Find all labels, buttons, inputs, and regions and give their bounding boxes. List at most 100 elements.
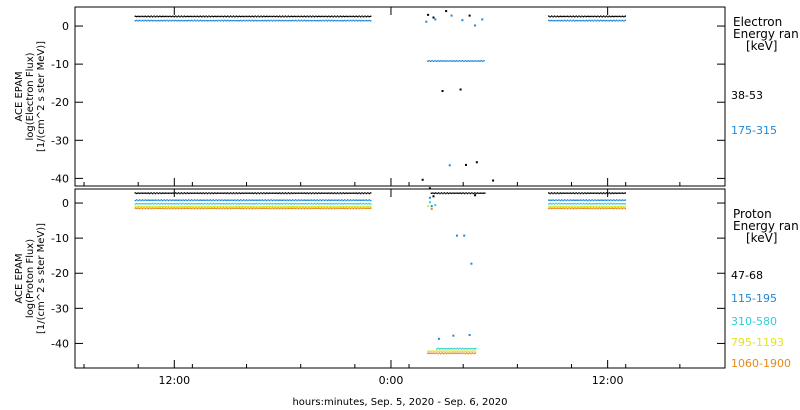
proton-data-point <box>283 202 285 205</box>
proton-data-point <box>234 207 236 209</box>
proton-data-point <box>558 207 560 210</box>
proton-data-point <box>367 206 369 208</box>
proton-data-point <box>238 192 240 194</box>
proton-data-point <box>346 192 349 195</box>
proton-data-point <box>450 350 452 352</box>
electron-data-point <box>468 14 471 17</box>
proton-data-point <box>228 202 230 205</box>
proton-data-point <box>219 205 222 208</box>
proton-data-point <box>565 207 567 209</box>
proton-data-point <box>581 203 583 205</box>
proton-data-point <box>562 199 564 202</box>
proton-data-point <box>232 206 235 208</box>
electron-data-point <box>151 16 154 18</box>
electron-data-point <box>336 19 339 22</box>
electron-data-point <box>624 19 627 22</box>
proton-data-point <box>232 203 235 205</box>
proton-data-point <box>222 192 225 195</box>
proton-data-point <box>192 192 194 194</box>
electron-data-point <box>290 15 292 17</box>
proton-data-point <box>613 207 615 210</box>
proton-data-point <box>336 207 339 210</box>
proton-data-point <box>441 352 443 354</box>
electron-data-point <box>227 19 229 22</box>
proton-data-point <box>185 207 187 210</box>
proton-data-point <box>150 207 152 210</box>
proton-data-point <box>221 207 223 210</box>
electron-data-point <box>313 19 316 22</box>
electron-data-point <box>177 19 180 22</box>
proton-data-point <box>610 202 612 205</box>
electron-data-point <box>169 15 171 17</box>
electron-data-point <box>463 60 465 63</box>
proton-data-point <box>566 203 569 205</box>
proton-data-point <box>250 207 252 209</box>
proton-data-point <box>607 199 609 201</box>
electron-data-point <box>579 16 582 18</box>
proton-data-point <box>575 192 577 194</box>
proton-data-point <box>370 207 372 209</box>
proton-data-point <box>196 192 199 194</box>
proton-data-point <box>227 207 229 210</box>
proton-data-point <box>439 192 441 195</box>
proton-data-point <box>241 205 243 208</box>
proton-data-point <box>313 207 316 209</box>
proton-data-point <box>472 347 474 350</box>
proton-data-point <box>473 348 476 350</box>
proton-data-point <box>602 207 605 210</box>
proton-data-point <box>289 192 291 195</box>
proton-data-point <box>143 207 145 209</box>
proton-legend-item: 47-68 <box>731 269 763 282</box>
electron-data-point <box>212 19 214 22</box>
electron-data-point <box>354 20 356 22</box>
electron-data-point <box>331 19 333 22</box>
electron-data-point <box>260 19 262 22</box>
proton-data-point <box>263 199 265 202</box>
proton-data-point <box>465 347 467 350</box>
electron-data-point <box>241 15 243 18</box>
electron-data-point <box>143 20 145 22</box>
electron-data-point <box>605 15 608 17</box>
proton-data-point <box>198 199 200 202</box>
proton-data-point <box>354 199 356 202</box>
electron-data-point <box>435 60 438 63</box>
electron-data-point <box>592 15 595 18</box>
proton-data-point <box>448 352 451 355</box>
proton-data-point <box>166 199 168 201</box>
proton-data-point <box>556 207 559 209</box>
proton-data-point <box>370 203 372 205</box>
electron-data-point <box>167 20 170 22</box>
proton-data-point <box>459 192 461 194</box>
proton-data-point <box>309 207 311 210</box>
electron-data-point <box>294 19 297 22</box>
proton-data-point <box>613 202 615 205</box>
electron-data-point <box>447 60 449 62</box>
proton-data-point <box>437 192 440 194</box>
proton-data-point <box>276 203 278 205</box>
proton-data-point <box>581 206 583 208</box>
proton-data-point <box>601 199 603 201</box>
electron-data-point <box>179 16 181 18</box>
proton-data-point <box>318 199 320 202</box>
electron-data-point <box>232 15 235 17</box>
proton-data-point <box>283 199 285 201</box>
proton-data-point <box>601 192 603 195</box>
electron-data-point <box>245 19 248 22</box>
electron-data-point <box>190 19 193 22</box>
electron-data-point <box>214 15 216 18</box>
proton-data-point <box>349 192 352 194</box>
proton-data-point <box>176 205 178 207</box>
proton-data-point <box>584 207 586 209</box>
proton-data-point <box>338 199 340 201</box>
electron-data-point <box>549 16 551 18</box>
electron-data-point <box>248 15 251 17</box>
proton-data-point <box>457 350 459 352</box>
proton-data-point <box>221 192 223 194</box>
proton-data-point <box>180 203 183 205</box>
proton-data-point <box>284 206 287 208</box>
proton-data-point <box>141 192 144 194</box>
electron-data-point <box>605 19 608 22</box>
proton-data-point <box>192 207 194 209</box>
electron-data-point <box>150 19 152 22</box>
